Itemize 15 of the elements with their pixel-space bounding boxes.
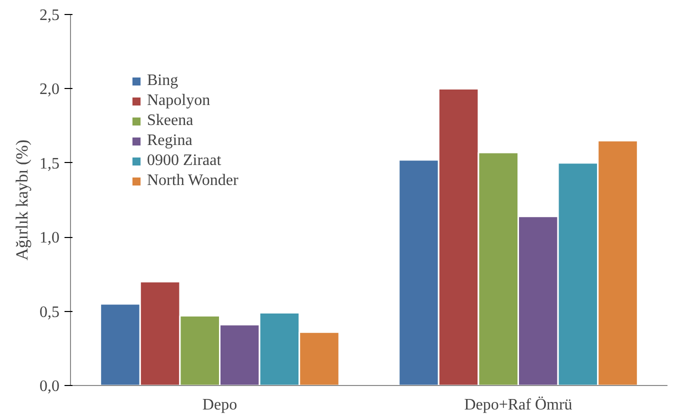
x-tick-label: Depo: [202, 396, 238, 414]
y-axis-title: Ağırlık kaybı (%): [12, 140, 32, 260]
y-tick-label: 0,0: [40, 378, 60, 395]
legend-label: Napolyon: [147, 92, 210, 110]
legend-label: Bing: [147, 72, 178, 90]
y-tick-label: 1,0: [40, 230, 60, 247]
y-tick-label: 1,5: [40, 155, 60, 172]
y-tick-label: 0,5: [40, 304, 60, 321]
y-tick-label: 2,0: [40, 81, 60, 98]
legend-label: Regina: [147, 132, 192, 150]
legend-label: Skeena: [147, 112, 194, 130]
legend-label: 0900 Ziraat: [147, 152, 222, 170]
x-tick-label: Depo+Raf Ömrü: [464, 396, 572, 414]
y-tick-label: 2,5: [40, 7, 60, 24]
legend-label: North Wonder: [147, 172, 238, 190]
